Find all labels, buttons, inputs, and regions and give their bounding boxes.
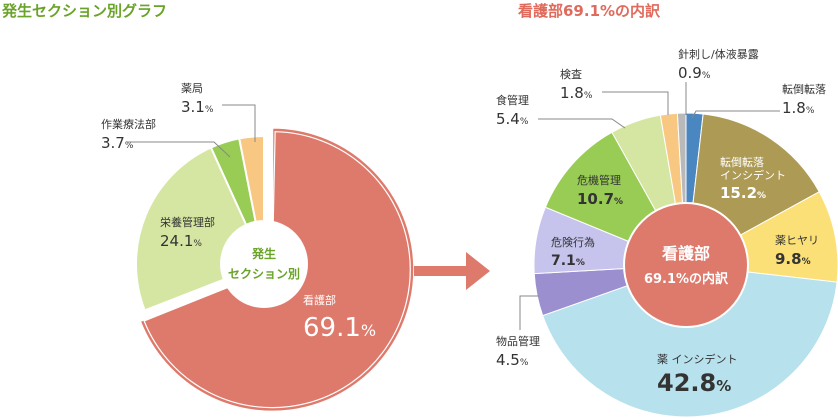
leader-line [222,104,256,142]
category-label: 作業療法部 [101,117,156,131]
value-label: 9.8% [775,250,811,268]
value-label: 1.8% [560,84,593,102]
leader-line [602,91,669,115]
category-label: 食管理 [496,93,529,107]
category-label: 薬 インシデント [657,352,738,366]
value-label: 1.8% [782,99,815,117]
leader-line [538,118,626,129]
category-label: インシデント [720,168,786,182]
chart-title-left: 発生セクション別グラフ [1,2,167,20]
pie-slice [542,264,838,418]
category-label: 薬ヒヤリ [775,234,819,247]
center-label: 69.1%の内訳 [644,271,729,287]
category-label: 看護部 [303,293,336,307]
category-label: 薬局 [181,82,203,95]
category-label: 危機管理 [577,173,621,187]
center-circle [623,202,749,328]
leader-line [691,110,780,119]
value-label: 7.1% [551,253,585,269]
value-label: 0.9% [678,64,711,82]
arrow-icon [414,252,490,290]
center-label: 発生 [251,246,276,261]
value-label: 4.5% [496,351,529,369]
chart-title-right: 看護部69.1%の内訳 [518,2,661,20]
center-circle [220,220,308,308]
value-label: 10.7% [577,190,623,208]
value-label: 3.7% [101,134,134,152]
slice-outline [143,131,411,409]
center-label: 看護部 [661,244,710,263]
category-label: 転倒転落 [720,156,764,169]
value-label: 15.2% [720,184,766,202]
value-label: 3.1% [181,98,214,116]
category-label: 危険行為 [551,235,595,249]
leader-line [128,141,231,158]
leader-line [519,295,539,330]
value-label: 24.1% [160,232,202,250]
center-label: セクション別 [228,267,300,281]
category-label: 物品管理 [496,334,540,348]
value-label: 5.4% [496,110,529,128]
category-label: 栄養管理部 [160,215,215,229]
category-label: 針刺し/体液暴露 [678,47,759,61]
value-label: 42.8% [657,369,731,397]
value-label: 69.1% [303,313,376,343]
category-label: 転倒転落 [782,83,826,96]
category-label: 検査 [560,67,582,81]
